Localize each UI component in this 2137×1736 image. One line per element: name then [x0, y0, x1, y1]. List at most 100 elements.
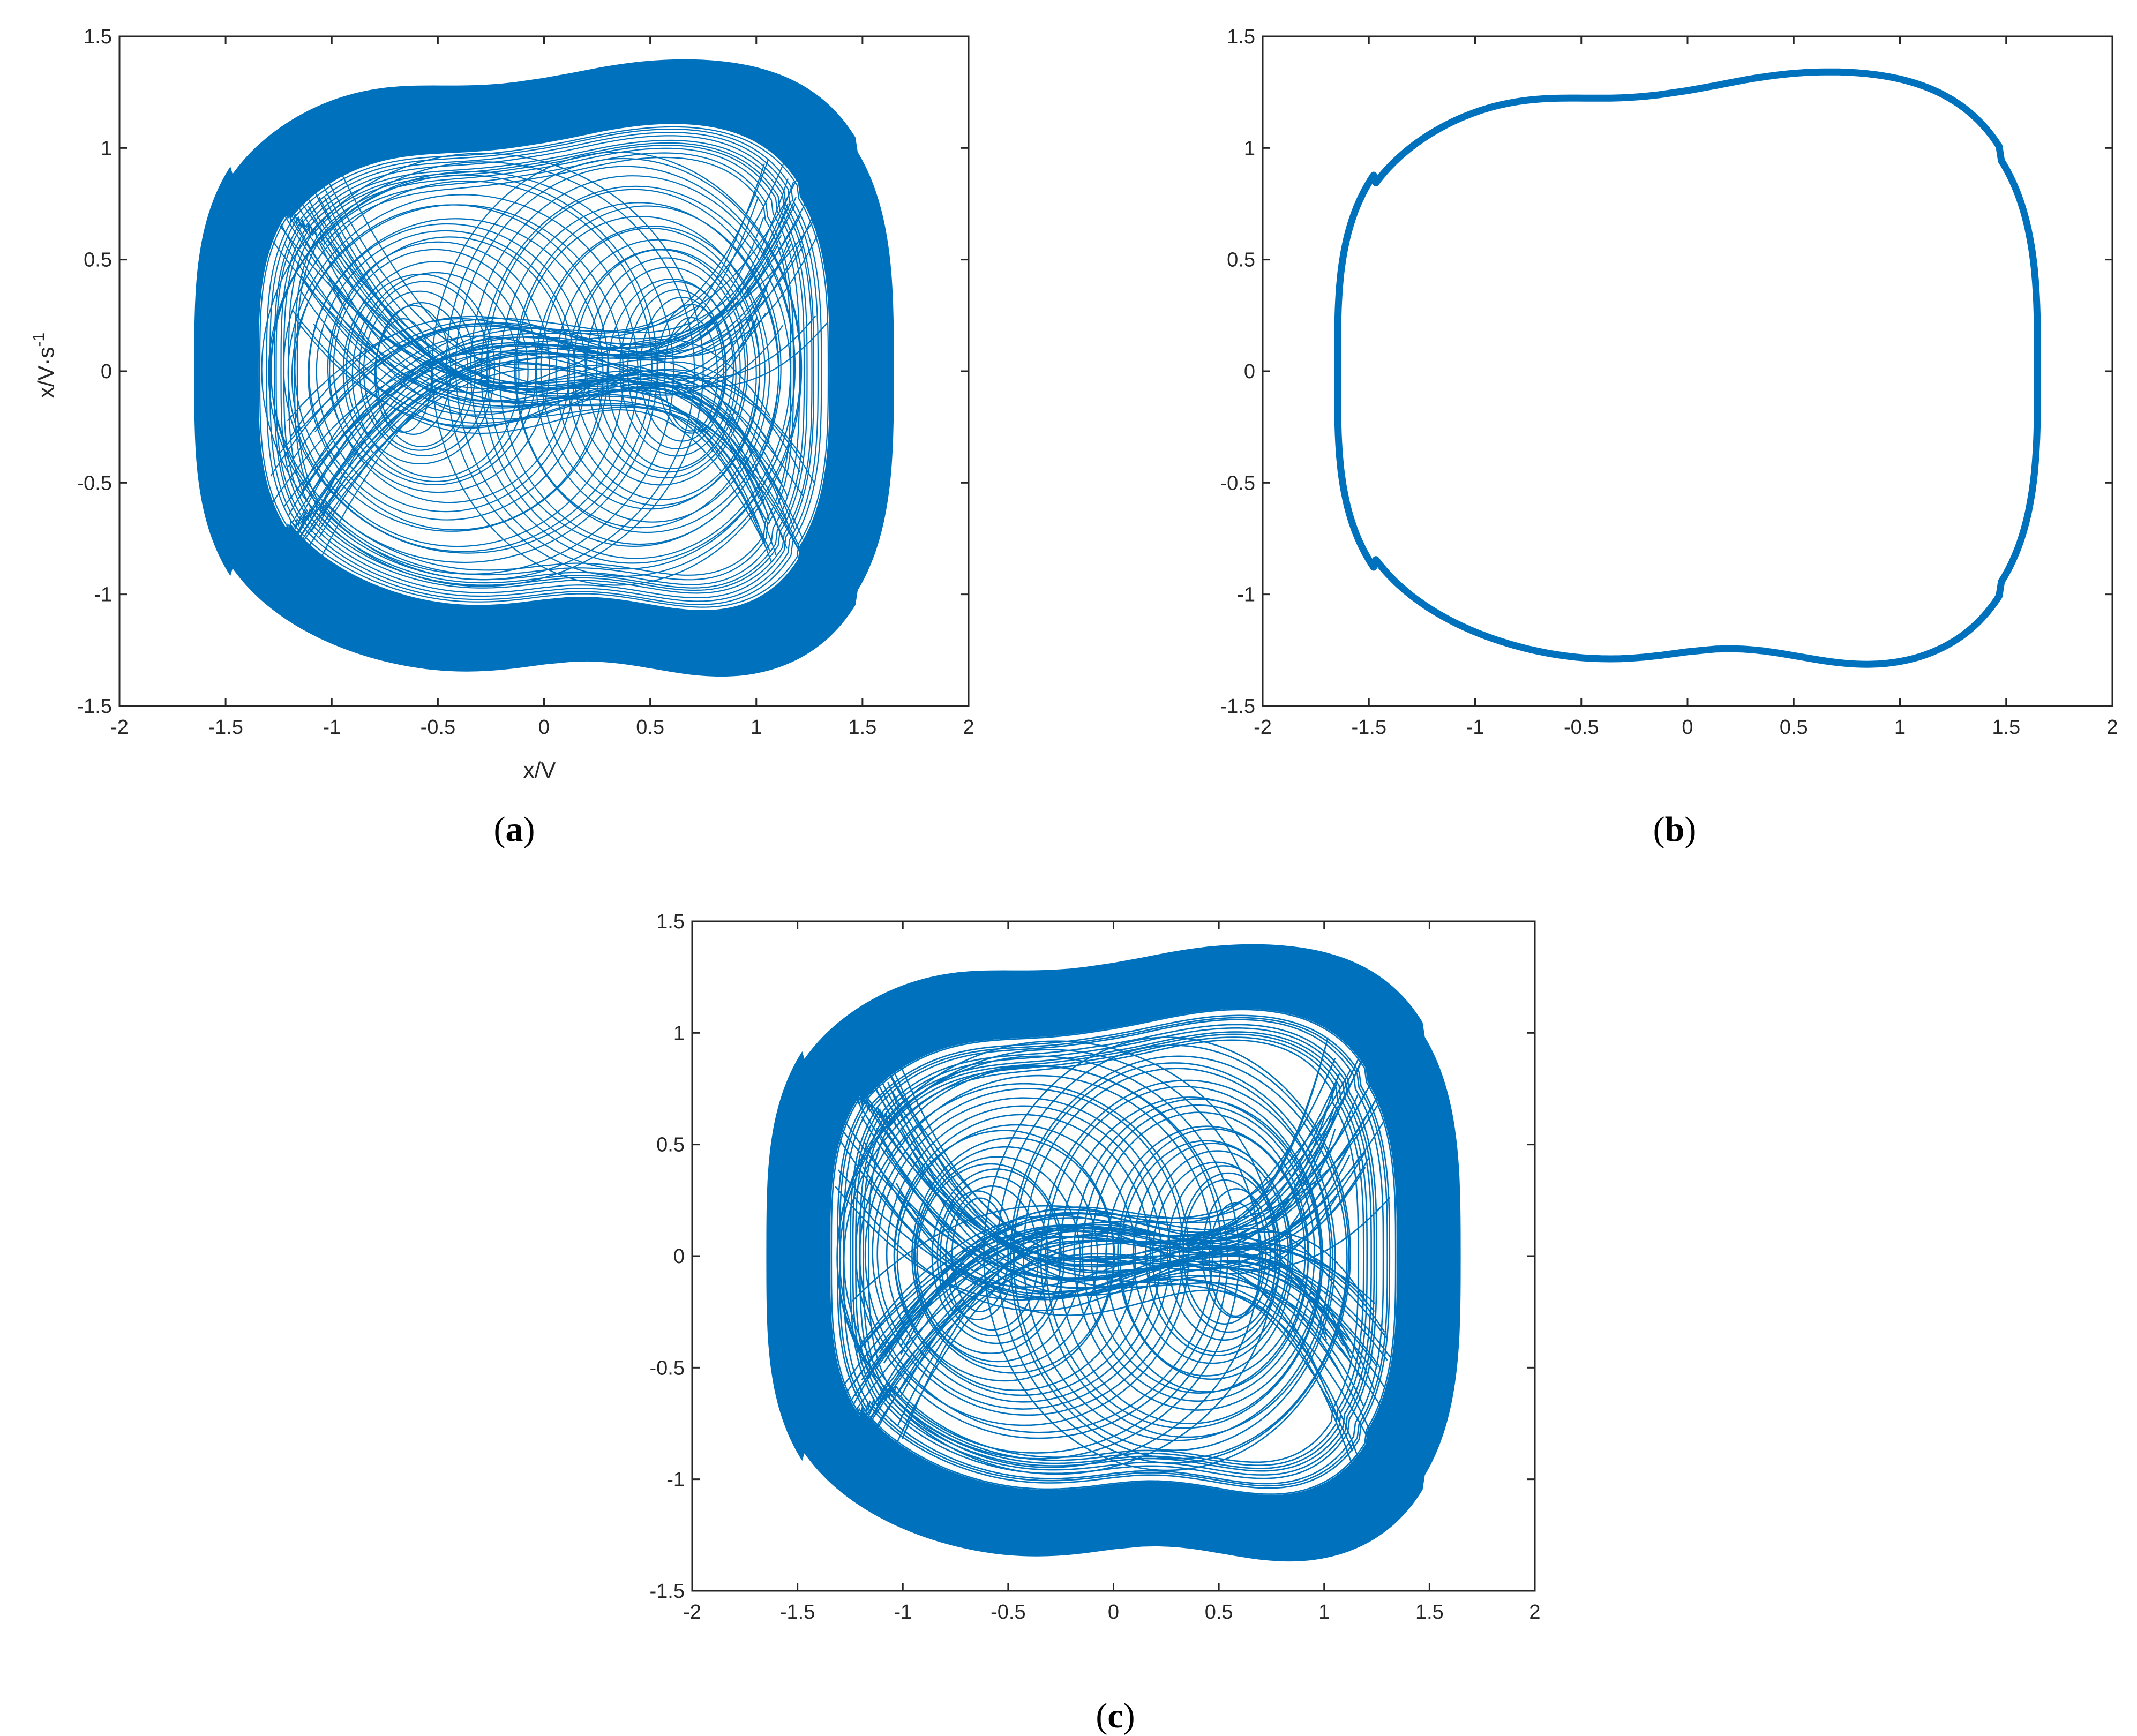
- crossing-orbit-strand: [279, 181, 794, 573]
- scroll-loop-orbit: [308, 218, 604, 531]
- crossing-orbit-strand: [299, 244, 805, 497]
- crossing-orbit-strand: [870, 1079, 1362, 1468]
- x-tick-label: 2: [1529, 1601, 1540, 1624]
- y-tick-label: -0.5: [1220, 472, 1255, 494]
- x-tick-label: -1.5: [208, 716, 243, 739]
- crossing-orbit-strand: [275, 160, 786, 572]
- crossing-orbit-strand: [856, 1041, 1372, 1354]
- scroll-loop-orbit: [316, 230, 575, 513]
- panel-c-y-ticks: -1.5 -1 -0.5 0 0.5 1 1.5: [650, 911, 1535, 1603]
- panel-b-y-ticks: -1.5 -1 -0.5 0 0.5 1 1.5: [1220, 26, 2112, 718]
- crossing-orbit-strand: [853, 1196, 1375, 1312]
- panel-a-x-ticks: -2 -1.5 -1 -0.5 0 0.5 1 1.5 2: [110, 36, 974, 739]
- inner-band-orbit: [863, 1036, 1364, 1466]
- x-tick-label: 0: [1682, 716, 1693, 739]
- x-tick-label: -1: [323, 716, 341, 739]
- crossing-orbit-strand: [858, 1081, 1338, 1348]
- y-tick-label: 1.5: [84, 26, 112, 48]
- inner-band-orbit: [274, 135, 814, 598]
- inner-band-orbit: [830, 1009, 1397, 1495]
- crossing-orbit-strand: [887, 1081, 1341, 1373]
- crossing-orbit-strand: [844, 1069, 1339, 1419]
- panel-b-x-ticks: -2 -1.5 -1 -0.5 0 0.5 1 1.5 2: [1254, 36, 2118, 739]
- crossing-orbit-strand: [856, 1109, 1334, 1352]
- attractor-outer-band: [194, 59, 894, 677]
- scroll-loop-orbit: [351, 272, 520, 478]
- scroll-loop-orbit: [535, 225, 770, 523]
- panel-c-chart: -2 -1.5 -1 -0.5 0 0.5 1 1.5 2 -1.5-1-0.500.511.5…: [650, 911, 1541, 1735]
- x-tick-label: -0.5: [1564, 716, 1599, 739]
- crossing-orbit-strand: [320, 160, 769, 507]
- crossing-orbit-strand: [278, 171, 770, 518]
- panel-c-x-ticks: -2 -1.5 -1 -0.5 0 0.5 1 1.5 2: [683, 921, 1541, 1624]
- crossing-orbit-strand: [895, 1183, 1392, 1359]
- y-tick-label: 1.5: [656, 911, 685, 933]
- inner-band-orbit: [827, 1006, 1400, 1498]
- x-tick-label: -1.5: [780, 1601, 815, 1624]
- scroll-loop-orbit: [455, 166, 796, 570]
- scroll-loop-orbit: [886, 1105, 1162, 1403]
- inner-band-orbit: [283, 145, 805, 589]
- inner-band-orbit: [855, 1031, 1372, 1472]
- crossing-orbit-strand: [292, 310, 768, 550]
- scroll-loop-orbit: [327, 241, 550, 493]
- y-tick-label: -1.5: [650, 1580, 685, 1603]
- y-tick-label: -0.5: [650, 1357, 685, 1379]
- crossing-orbit-strand: [318, 242, 763, 518]
- crossing-orbit-strand: [884, 1058, 1336, 1354]
- panel-a-y-axis-title: x/V·s-1: [30, 333, 58, 398]
- crossing-orbit-strand: [284, 244, 761, 479]
- inner-band-orbit: [280, 142, 808, 591]
- inner-band-orbit: [256, 121, 833, 613]
- y-tick-label: -1: [94, 584, 112, 606]
- crossing-orbit-strand: [851, 1071, 1392, 1302]
- x-tick-label: 0.5: [1205, 1601, 1233, 1624]
- crossing-orbit-strand: [280, 223, 771, 417]
- crossing-orbit-strand: [270, 200, 792, 477]
- scroll-loop-orbit: [431, 151, 803, 586]
- scroll-loop-orbit: [586, 257, 746, 479]
- y-tick-label: 0: [673, 1245, 685, 1268]
- scroll-loop-orbit: [893, 1114, 1151, 1396]
- scroll-loop-orbit: [329, 236, 571, 503]
- inner-band-orbit: [266, 129, 822, 605]
- x-tick-label: -1.5: [1352, 716, 1386, 739]
- crossing-orbit-strand: [883, 1064, 1381, 1368]
- crossing-orbit-strand: [864, 1142, 1354, 1452]
- inner-band-orbit: [850, 1024, 1377, 1479]
- crossing-orbit-strand: [271, 317, 758, 590]
- scroll-loop-orbit: [333, 249, 538, 485]
- inner-band-orbit: [868, 1039, 1359, 1463]
- scroll-loop-orbit: [1082, 1104, 1316, 1402]
- crossing-orbit-strand: [830, 1069, 1398, 1416]
- scroll-loop-orbit: [363, 290, 476, 451]
- crossing-orbit-strand: [861, 1116, 1385, 1332]
- crossing-orbit-strand: [312, 291, 766, 433]
- x-tick-label: 0.5: [636, 716, 664, 739]
- scroll-loop-orbit: [1013, 1062, 1336, 1451]
- scroll-loop-orbit: [486, 189, 782, 547]
- crossing-orbit-strand: [322, 238, 788, 497]
- crossing-orbit-strand: [319, 177, 796, 531]
- x-tick-label: 1.5: [848, 716, 876, 739]
- crossing-orbit-strand: [853, 1110, 1391, 1405]
- panel-a-chart: -2 -1.5 -1 -0.5 0 0.5 1 1.5 2 -1.5-1-0.500.511.5…: [30, 26, 974, 849]
- scroll-loop-orbit: [596, 266, 741, 473]
- x-tick-label: 1.5: [1992, 716, 2020, 739]
- y-tick-label: 1: [101, 137, 112, 160]
- x-tick-label: -1: [894, 1601, 912, 1624]
- panel-c-caption: (c): [1096, 1696, 1135, 1735]
- inner-band-orbit: [259, 126, 829, 608]
- x-tick-label: -2: [1254, 716, 1272, 739]
- y-tick-label: -1: [666, 1469, 685, 1491]
- panel-b-caption: (b): [1653, 810, 1697, 849]
- y-tick-label: -0.5: [77, 472, 112, 494]
- y-tick-label: 0.5: [656, 1134, 685, 1156]
- scroll-loop-orbit: [640, 296, 724, 442]
- scroll-loop-orbit: [567, 249, 757, 500]
- crossing-orbit-strand: [900, 1033, 1370, 1355]
- scroll-loop-orbit: [939, 1190, 1016, 1320]
- crossing-orbit-strand: [853, 1106, 1338, 1396]
- crossing-orbit-strand: [313, 324, 784, 542]
- inner-band-orbit: [838, 1017, 1389, 1487]
